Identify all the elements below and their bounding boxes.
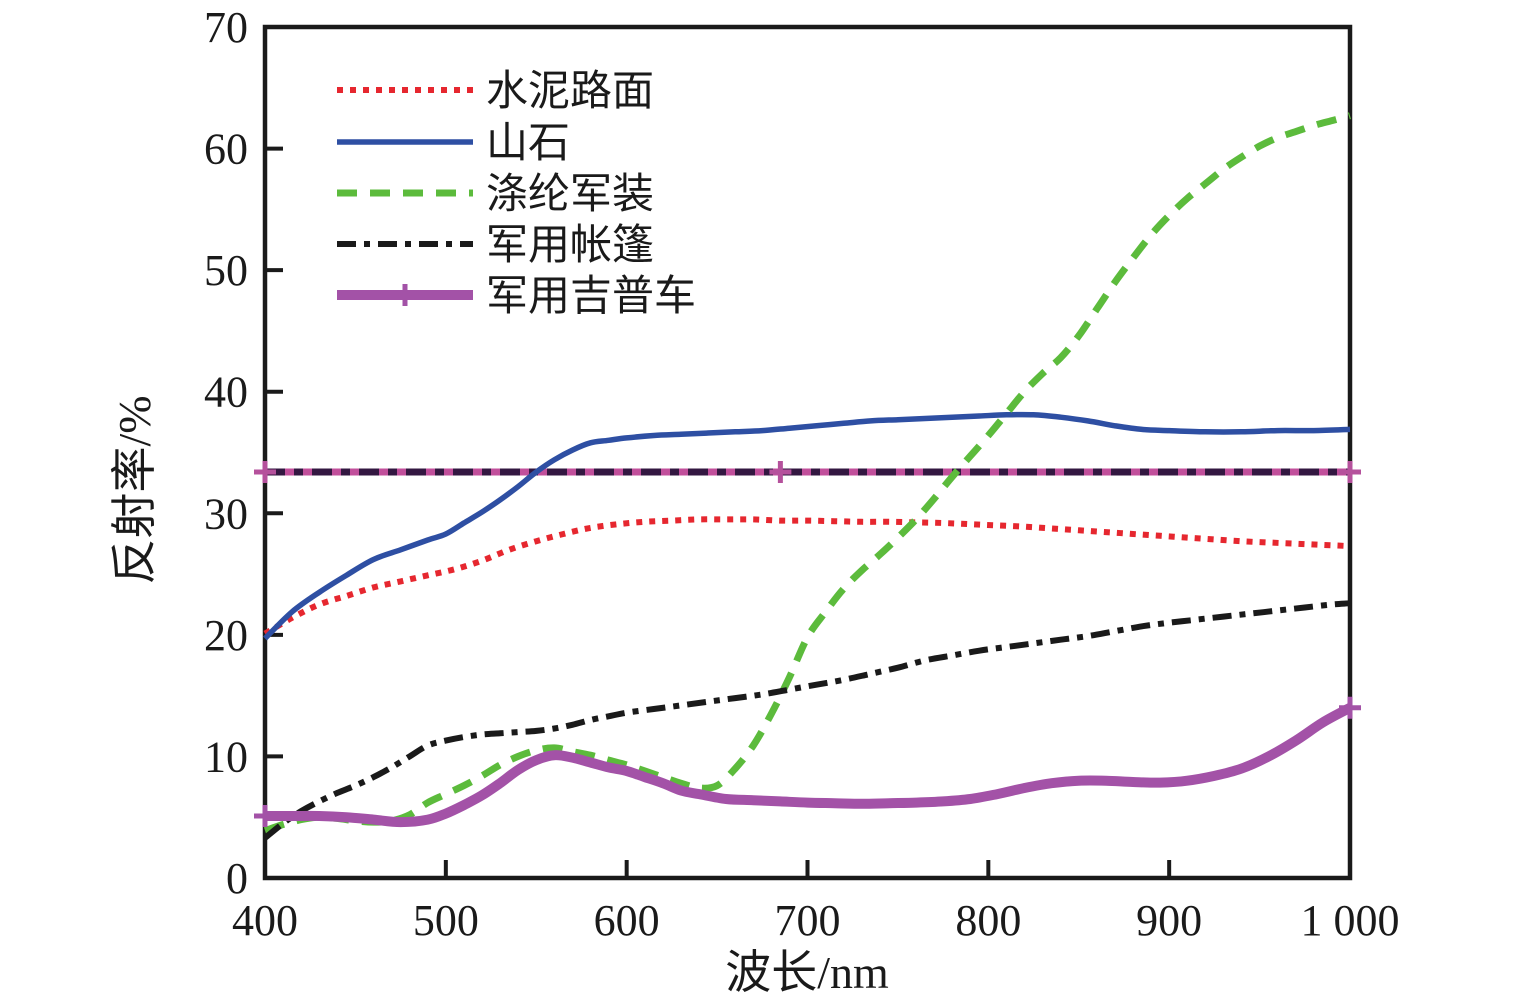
series-overlap-reference-line (254, 460, 1361, 483)
y-tick-label: 10 (204, 732, 248, 781)
curve-rock (263, 411, 1351, 641)
legend-item-cement-road: 水泥路面 (337, 69, 654, 115)
legend-item-polyester-uniform: 涤纶军装 (337, 172, 654, 218)
plus-marker (254, 804, 276, 827)
plus-marker (769, 460, 792, 483)
plus-marker (1339, 460, 1361, 483)
y-tick-label: 40 (204, 368, 248, 417)
series-military-tent (263, 600, 1351, 841)
x-axis-title: 波长/nm (725, 947, 889, 998)
y-tick-label: 20 (204, 611, 248, 660)
legend-label-military-jeep: 军用吉普车 (486, 274, 696, 320)
y-tick-label: 30 (204, 489, 248, 538)
series-rock (263, 411, 1351, 641)
x-tick-label: 1 000 (1301, 896, 1400, 945)
x-tick-label: 900 (1136, 896, 1202, 945)
curve-cement-road (263, 516, 1351, 637)
legend-item-military-jeep: 军用吉普车 (337, 274, 696, 320)
legend-item-military-tent: 军用帐篷 (337, 223, 654, 269)
y-axis-title: 反射率/% (109, 395, 160, 584)
y-tick-label: 60 (204, 125, 248, 174)
x-tick-label: 600 (594, 896, 660, 945)
plus-marker (1339, 696, 1361, 719)
y-tick-label: 0 (226, 854, 248, 903)
curve-military-jeep (265, 703, 1353, 828)
y-tick-label: 70 (204, 3, 248, 52)
axes: 400 500 600 700 800 900 1 000 0 10 20 30 40 50 60 70 (204, 3, 1400, 945)
legend-label-rock: 山石 (486, 121, 570, 167)
series-military-jeep (254, 696, 1361, 828)
x-tick-label: 500 (413, 896, 479, 945)
x-tick-label: 800 (955, 896, 1021, 945)
plus-marker (254, 460, 276, 483)
legend-plus-marker (394, 284, 416, 306)
legend-label-military-tent: 军用帐篷 (486, 223, 654, 269)
curve-military-tent (263, 600, 1351, 841)
legend-label-polyester-uniform: 涤纶军装 (486, 172, 654, 218)
x-tick-label: 700 (775, 896, 841, 945)
legend-item-rock: 山石 (337, 121, 570, 167)
plot-border (262, 24, 1353, 881)
y-tick-label: 50 (204, 246, 248, 295)
legend-label-cement-road: 水泥路面 (486, 69, 654, 115)
x-tick-label: 400 (232, 896, 298, 945)
data-series (254, 112, 1361, 841)
series-cement-road (263, 516, 1351, 637)
